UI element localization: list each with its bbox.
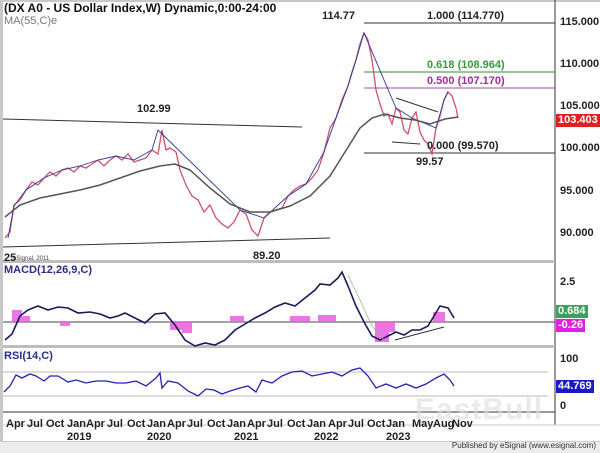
x-year: 2019: [67, 431, 92, 443]
x-tick: Nov: [452, 418, 473, 430]
x-tick: Jan: [386, 418, 405, 430]
y-label-105: 105.000: [560, 100, 600, 112]
last-price-tag: 103.403: [556, 114, 600, 127]
y-label-110: 110.000: [560, 58, 600, 70]
fib-label-1000: 1.000 (114.770): [427, 10, 505, 22]
x-tick: May: [412, 418, 434, 430]
x-tick: Apr: [328, 418, 347, 430]
x-year: 2021: [234, 431, 259, 443]
top-border: [0, 0, 600, 2]
rsi-label: RSI(14,C): [4, 350, 53, 362]
x-tick: Oct: [287, 418, 306, 430]
watermark: EastBull: [415, 393, 544, 426]
macd-hist-tag: -0.26: [556, 319, 586, 332]
left-border: [0, 0, 3, 452]
chart-title: (DX A0 - US Dollar Index,W) Dynamic,0:00…: [4, 1, 277, 15]
x-tick: Oct: [207, 418, 226, 430]
y-label-100: 100.000: [560, 142, 600, 154]
y-label-115: 115.000: [560, 16, 600, 28]
x-tick: Oct: [46, 418, 65, 430]
footer-bar: [0, 441, 600, 453]
x-year: 2020: [147, 431, 172, 443]
annotation-low-2021: 89.20: [253, 250, 281, 262]
x-tick: Oct: [127, 418, 146, 430]
x-tick: Jan: [67, 418, 86, 430]
macd-signal-tag: 0.684: [556, 305, 588, 318]
y-label-90: 90.000: [560, 227, 594, 239]
macd-label: MACD(12,26,9,C): [4, 264, 93, 276]
y-label-95: 95.000: [560, 185, 594, 197]
ma-legend: MA(55,C)e: [4, 15, 58, 27]
x-tick: Jul: [267, 418, 283, 430]
rsi-value-tag: 44.769: [556, 380, 594, 393]
x-tick: Jan: [227, 418, 246, 430]
x-tick: Jul: [27, 418, 43, 430]
x-tick: Jul: [348, 418, 364, 430]
fib-label-0618: 0.618 (108.964): [427, 59, 505, 71]
macd-y-label-2-5: 2.5: [560, 276, 576, 288]
x-year: 2023: [386, 431, 411, 443]
esignal-mark: eSignal, 2011: [13, 256, 50, 262]
annotation-high-2020: 102.99: [137, 103, 171, 115]
fib-label-0500: 0.500 (107.170): [427, 75, 505, 87]
annotation-low-2023: 99.57: [416, 156, 444, 168]
x-tick: Jan: [307, 418, 326, 430]
x-tick: Apr: [6, 418, 25, 430]
published-by: Published by eSignal (www.esignal.com): [451, 441, 596, 450]
x-tick: Jul: [187, 418, 203, 430]
annotation-high-2022: 114.77: [322, 10, 356, 22]
x-tick: Oct: [367, 418, 386, 430]
x-tick: Aug: [433, 418, 455, 430]
x-tick: Jul: [107, 418, 123, 430]
x-year: 2022: [314, 431, 339, 443]
price-pane[interactable]: [3, 2, 555, 260]
rsi-y-label-0: 0: [560, 400, 567, 412]
x-tick: Jan: [147, 418, 166, 430]
fib-label-0000: 0.000 (99.570): [427, 140, 499, 152]
rsi-y-label-100: 100: [560, 353, 579, 365]
x-tick: Apr: [167, 418, 186, 430]
x-tick: Apr: [86, 418, 105, 430]
annotation-left-edge: 25: [4, 252, 17, 264]
x-tick: Apr: [247, 418, 266, 430]
